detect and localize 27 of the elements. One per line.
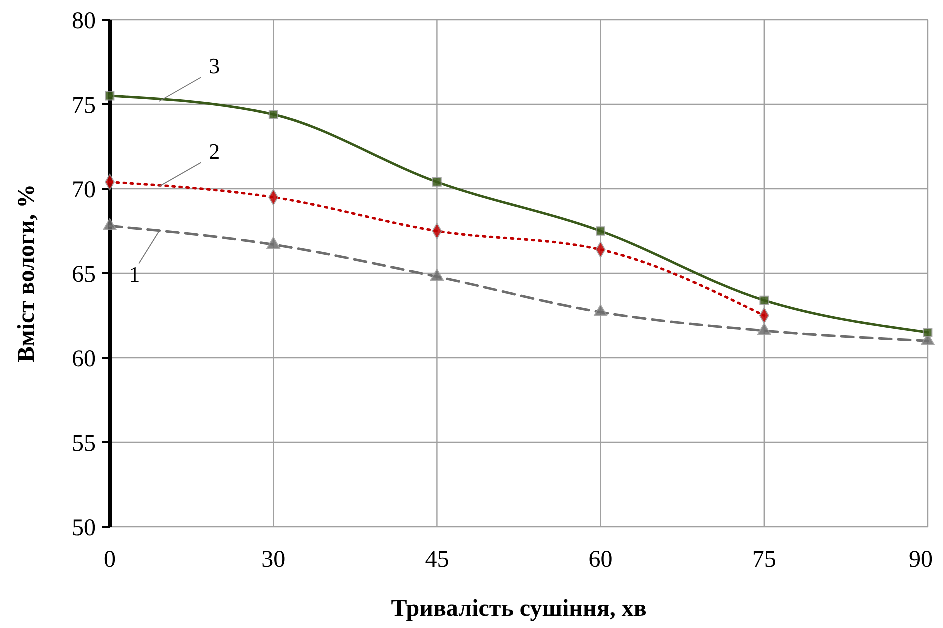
y-tick-label: 50 — [72, 515, 96, 542]
series-label: 2 — [209, 138, 220, 164]
y-axis-title: Вміст вологи, % — [14, 184, 40, 363]
x-tick-label: 30 — [262, 547, 286, 573]
x-tick-label: 90 — [909, 547, 933, 573]
x-tick-label: 75 — [752, 547, 776, 573]
point — [923, 328, 933, 338]
x-tick-label: 0 — [104, 547, 116, 573]
y-tick-label: 60 — [72, 346, 96, 372]
point — [432, 178, 442, 187]
y-tick-label: 75 — [72, 92, 96, 119]
point — [760, 296, 770, 306]
point — [105, 91, 115, 101]
x-tick-label: 45 — [425, 547, 450, 573]
x-axis-title: Тривалість сушіння, хв — [391, 596, 647, 622]
point — [594, 304, 608, 317]
point — [758, 323, 772, 336]
point — [596, 226, 606, 236]
legend-label: 1 — [129, 262, 140, 287]
y-tick-label: 55 — [72, 430, 96, 457]
x-tick-label: 60 — [588, 547, 613, 573]
series-label: 3 — [209, 54, 220, 79]
point — [430, 269, 444, 282]
point — [268, 110, 278, 120]
y-tick-label: 70 — [72, 177, 96, 204]
y-tick-label: 80 — [72, 8, 96, 34]
y-tick-label: 65 — [72, 262, 96, 288]
